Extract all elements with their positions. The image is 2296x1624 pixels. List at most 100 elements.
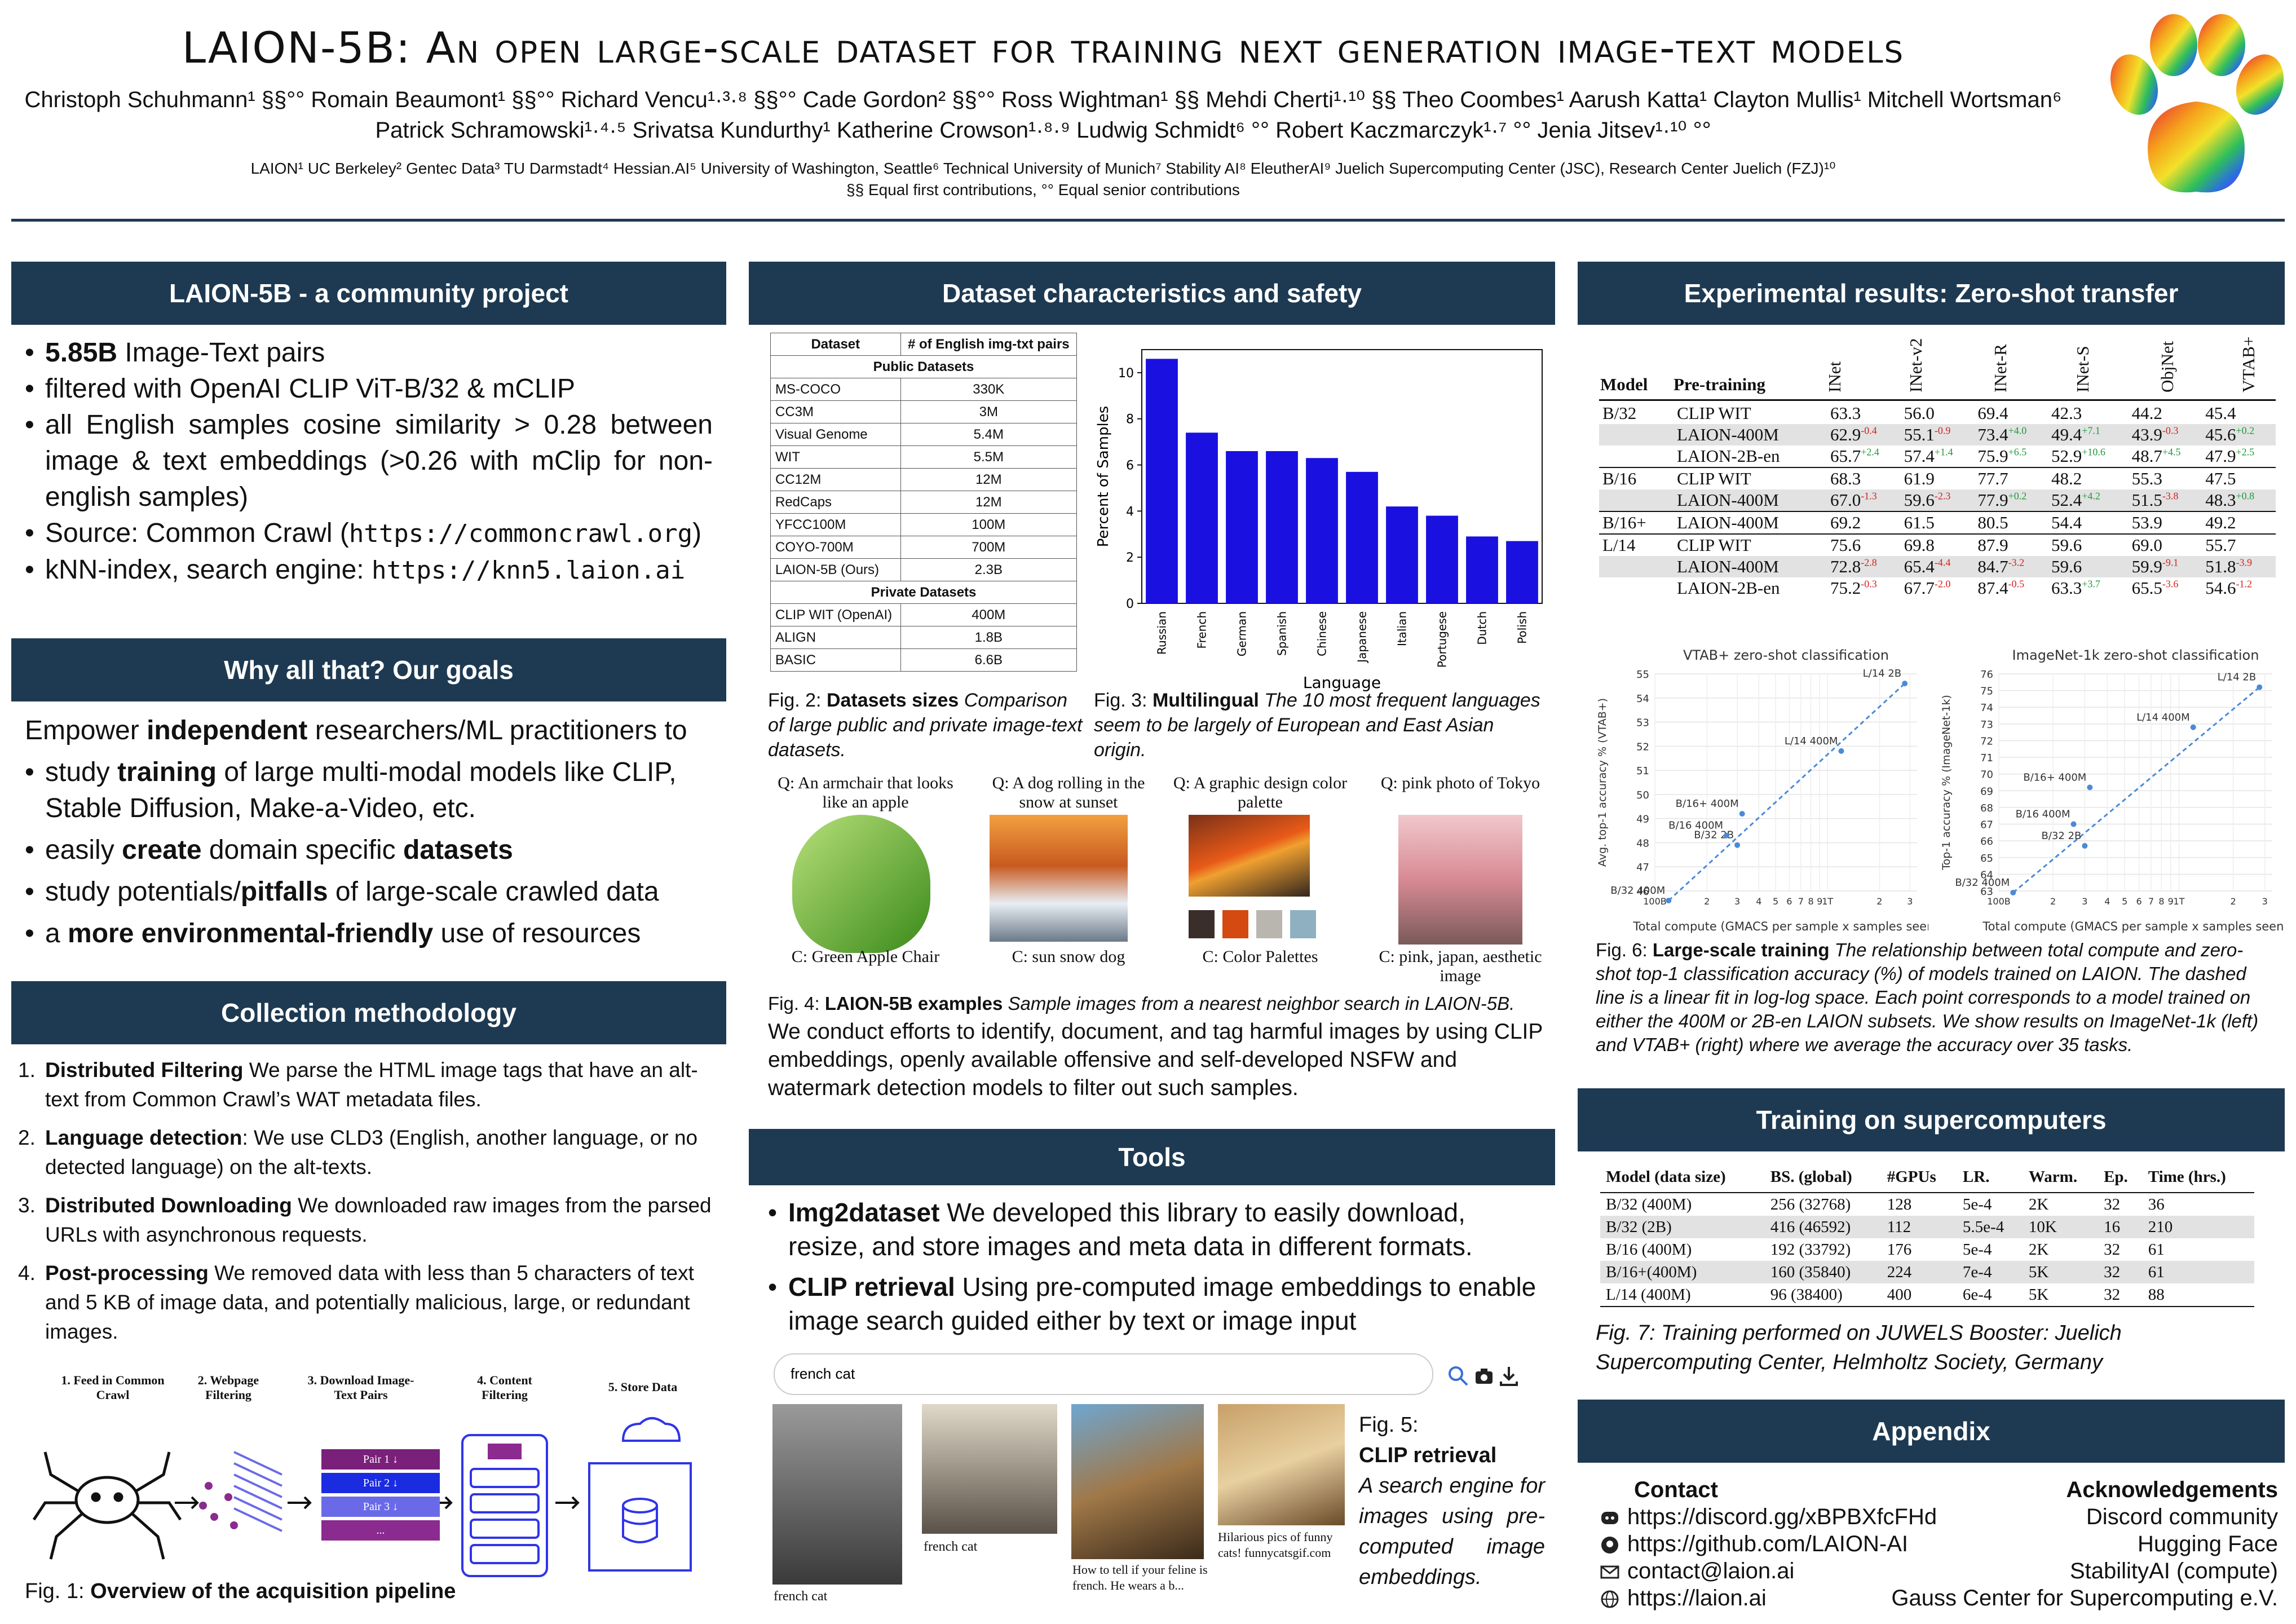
x-tick-label: 1T <box>1822 896 1833 907</box>
goal-text: study potentials/ <box>45 877 241 907</box>
dataset-row: WIT 5.5M <box>770 445 1078 469</box>
score-delta: -0.4 <box>1861 425 1877 436</box>
training-cell: 6e-4 <box>1962 1285 1992 1304</box>
search-box[interactable] <box>774 1353 1433 1395</box>
pretraining-cell: CLIP WIT <box>1677 535 1751 555</box>
score-value: 65.7 <box>1830 446 1861 466</box>
training-col-header: Model (data size) <box>1606 1167 1726 1186</box>
y-tick-label: 63 <box>1980 886 1993 898</box>
score-cell: 67.7-2.0 <box>1901 577 1975 599</box>
training-cell: 88 <box>2148 1285 2165 1304</box>
contact-link[interactable]: https://discord.gg/xBPBXfcFHd <box>1627 1504 1937 1529</box>
tool-bullet: CLIP retrieval Using pre-computed image … <box>768 1270 1540 1338</box>
score-value: 67.0 <box>1830 490 1861 510</box>
score-value: 57.4 <box>1904 446 1935 466</box>
y-tick-label: 65 <box>1980 853 1993 864</box>
y-tick-label: 10 <box>1118 367 1134 381</box>
score-value: 55.7 <box>2205 535 2236 555</box>
score-cell: 59.9-9.1 <box>2129 556 2202 577</box>
method-text: We downloaded raw images from the parsed… <box>45 1194 712 1246</box>
contact-link[interactable]: contact@laion.ai <box>1627 1559 1795 1583</box>
commoncrawl-link[interactable]: https://commoncrawl.org <box>348 519 693 548</box>
search-input[interactable] <box>789 1365 1355 1383</box>
example-query: Q: An armchair that looks like an apple <box>778 774 953 811</box>
x-tick-label: 9 <box>2168 896 2174 907</box>
score-cell: 55.7 <box>2202 534 2276 556</box>
download-icon[interactable] <box>1498 1365 1520 1387</box>
camera-icon[interactable] <box>1474 1366 1494 1386</box>
community-bullet: kNN-index, search engine: https://knn5.l… <box>25 552 713 589</box>
score-delta: +10.6 <box>2082 446 2105 458</box>
language-bar-chart: 0 2 4 6 8 10 Russian French German Spanish Chinese… <box>1095 349 1543 692</box>
public-rows: MS-COCO 330K CC3M 3M Visual Genome 5.4M WIT 5.5… <box>770 378 1078 581</box>
chart-title: VTAB+ zero-shot classification <box>1683 647 1889 663</box>
training-col-header: BS. (global) <box>1770 1167 1852 1186</box>
score-delta: -2.8 <box>1861 557 1877 568</box>
score-value: 69.8 <box>1904 535 1935 555</box>
score-delta: -3.2 <box>2008 557 2025 568</box>
result-image[interactable] <box>1071 1404 1204 1559</box>
example-caption: C: Color Palettes <box>1202 947 1318 966</box>
training-cell: 416 (46592) <box>1770 1217 1851 1236</box>
example-query: Q: pink photo of Tokyo <box>1380 774 1540 792</box>
training-cell: 128 <box>1887 1195 1912 1213</box>
pretraining-cell: LAION-400M <box>1677 425 1779 444</box>
filter-box <box>461 1434 548 1577</box>
cloud-icon <box>621 1417 681 1442</box>
goals-list: Empower independent researchers/ML pract… <box>25 713 713 952</box>
bar-japanese <box>1346 471 1378 603</box>
pairs-count: 5.85B <box>45 338 118 368</box>
score-value: 68.3 <box>1830 469 1861 488</box>
contact-link[interactable]: https://laion.ai <box>1627 1586 1767 1610</box>
contact-link[interactable]: https://github.com/LAION-AI <box>1627 1532 1908 1556</box>
score-cell: 75.9+6.5 <box>1974 445 2048 467</box>
result-image[interactable] <box>772 1404 902 1585</box>
score-cell: 49.2 <box>2202 511 2276 534</box>
training-row: B/16 (400M) 192 (33792) 176 5e-4 2K 32 61 <box>1600 1238 2254 1261</box>
score-delta: -1.3 <box>1861 490 1877 502</box>
training-cell: B/32 (2B) <box>1606 1217 1672 1236</box>
goal-bold: training <box>117 757 217 787</box>
pretraining-cell: CLIP WIT <box>1677 403 1751 423</box>
x-axis-label: Total compute (GMACS per sample x sample… <box>1632 920 1928 933</box>
score-cell: 43.9-0.3 <box>2129 424 2202 445</box>
fig6-prefix: Fig. 6: <box>1596 939 1653 960</box>
imagenet-scatter-chart: ImageNet-1k zero-shot classification6364… <box>1940 647 2284 933</box>
training-col-header: Ep. <box>2104 1167 2128 1186</box>
point-label: B/32 2B <box>2042 830 2082 842</box>
x-tick-label: 6 <box>2136 896 2142 907</box>
method-bold: Distributed Filtering <box>45 1058 244 1082</box>
goal-text: domain specific <box>201 835 404 865</box>
goal-bold: pitfalls <box>240 877 328 907</box>
safety-text: We conduct efforts to identify, document… <box>768 1020 1543 1100</box>
dataset-size: 6.6B <box>900 648 1078 672</box>
ack-title: Acknowledgements <box>2066 1477 2278 1502</box>
point-label: L/14 2B <box>1863 668 1902 679</box>
metric-header: INet-v2 <box>1906 338 1926 392</box>
point-label: B/32 2B <box>1694 829 1734 841</box>
training-cell: 256 (32768) <box>1770 1195 1851 1213</box>
score-value: 54.4 <box>2051 513 2082 532</box>
x-tick-label: French <box>1195 611 1209 648</box>
search-icon[interactable] <box>1447 1365 1469 1387</box>
fig3-text: The 10 most frequent languages seem to b… <box>1094 690 1540 761</box>
score-delta: -9.1 <box>2162 557 2179 568</box>
result-image[interactable] <box>922 1404 1057 1534</box>
arrow-icon <box>175 1496 199 1510</box>
ack-item: Hugging Face <box>2137 1532 2278 1556</box>
pretraining-cell: LAION-2B-en <box>1677 578 1780 598</box>
ack-list: Discord community Hugging Face StabilityAI… <box>1833 1503 2278 1612</box>
filter-chip-icon <box>488 1444 522 1459</box>
training-col-header: Warm. <box>2028 1167 2078 1186</box>
method-num: 1. <box>18 1058 36 1082</box>
training-cell: 32 <box>2104 1263 2121 1281</box>
method-bold: Distributed Downloading <box>45 1194 292 1217</box>
x-axis-label: Language <box>1303 673 1381 692</box>
contact-item: https://laion.ai <box>1600 1585 1995 1612</box>
score-cell: 65.5-3.6 <box>2129 577 2202 599</box>
result-image[interactable] <box>1218 1404 1345 1525</box>
knn-link[interactable]: https://knn5.laion.ai <box>371 556 686 585</box>
arrow-icon <box>288 1496 312 1510</box>
pair-box: Pair 1 ↓ <box>321 1449 440 1469</box>
score-cell: 72.8-2.8 <box>1827 556 1901 577</box>
